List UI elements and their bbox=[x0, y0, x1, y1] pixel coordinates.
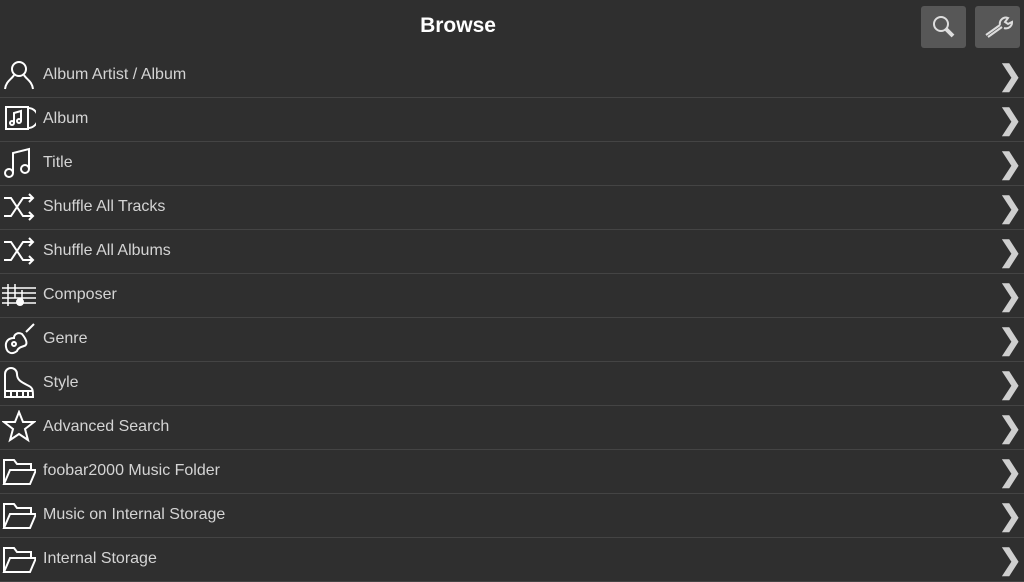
chevron-right-icon: ❯ bbox=[998, 148, 1022, 179]
guitar-icon bbox=[4, 323, 35, 355]
list-item[interactable]: Album Artist / Album ❯ bbox=[0, 54, 1024, 98]
star-icon bbox=[2, 410, 36, 443]
chevron-right-icon: ❯ bbox=[998, 412, 1022, 443]
list-item[interactable]: Album ❯ bbox=[0, 98, 1024, 142]
list-item[interactable]: Composer ❯ bbox=[0, 274, 1024, 318]
chevron-right-icon: ❯ bbox=[998, 60, 1022, 91]
list-item[interactable]: Shuffle All Tracks ❯ bbox=[0, 186, 1024, 230]
page-title: Browse bbox=[420, 14, 496, 37]
header: Browse bbox=[0, 0, 1024, 54]
list-item-label: Album bbox=[43, 110, 89, 127]
piano-icon bbox=[4, 367, 35, 398]
chevron-right-icon: ❯ bbox=[998, 192, 1022, 223]
chevron-right-icon: ❯ bbox=[998, 544, 1022, 575]
list-item[interactable]: Internal Storage ❯ bbox=[0, 538, 1024, 582]
list-item[interactable]: Advanced Search ❯ bbox=[0, 406, 1024, 450]
list-item-label: Shuffle All Tracks bbox=[43, 198, 166, 215]
folder-icon bbox=[2, 547, 36, 573]
list-item-label: Style bbox=[43, 374, 79, 391]
folder-icon bbox=[2, 503, 36, 529]
wrench-icon bbox=[984, 16, 1013, 38]
list-item[interactable]: Genre ❯ bbox=[0, 318, 1024, 362]
chevron-right-icon: ❯ bbox=[998, 500, 1022, 531]
list-item-label: Advanced Search bbox=[43, 418, 170, 435]
chevron-right-icon: ❯ bbox=[998, 280, 1022, 311]
album-icon bbox=[5, 106, 36, 130]
list-item[interactable]: Music on Internal Storage ❯ bbox=[0, 494, 1024, 538]
browse-list: Album Artist / Album ❯ Album ❯ Title ❯ S… bbox=[0, 54, 1024, 582]
list-item[interactable]: foobar2000 Music Folder ❯ bbox=[0, 450, 1024, 494]
list-item-label: Shuffle All Albums bbox=[43, 242, 171, 259]
list-item-label: Internal Storage bbox=[43, 550, 157, 567]
search-icon bbox=[932, 16, 954, 38]
list-item-label: Title bbox=[43, 154, 73, 171]
person-icon bbox=[4, 61, 34, 90]
chevron-right-icon: ❯ bbox=[998, 368, 1022, 399]
shuffle-icon bbox=[4, 193, 35, 221]
chevron-right-icon: ❯ bbox=[998, 324, 1022, 355]
note-icon bbox=[4, 147, 30, 178]
chevron-right-icon: ❯ bbox=[998, 236, 1022, 267]
search-button[interactable] bbox=[921, 6, 966, 48]
staff-icon bbox=[2, 284, 36, 306]
list-item[interactable]: Shuffle All Albums ❯ bbox=[0, 230, 1024, 274]
shuffle-icon bbox=[4, 237, 35, 265]
list-item-label: Music on Internal Storage bbox=[43, 506, 226, 523]
list-item-label: Composer bbox=[43, 286, 117, 303]
list-item-label: Genre bbox=[43, 330, 88, 347]
list-item[interactable]: Style ❯ bbox=[0, 362, 1024, 406]
list-item-label: Album Artist / Album bbox=[43, 66, 187, 83]
chevron-right-icon: ❯ bbox=[998, 456, 1022, 487]
chevron-right-icon: ❯ bbox=[998, 104, 1022, 135]
folder-icon bbox=[2, 459, 36, 485]
list-item-label: foobar2000 Music Folder bbox=[43, 462, 220, 479]
settings-button[interactable] bbox=[975, 6, 1020, 48]
list-item[interactable]: Title ❯ bbox=[0, 142, 1024, 186]
